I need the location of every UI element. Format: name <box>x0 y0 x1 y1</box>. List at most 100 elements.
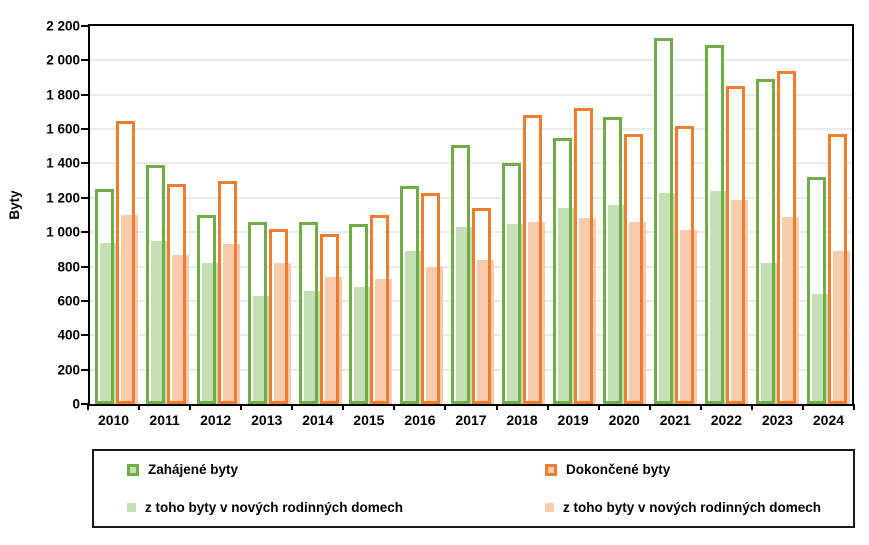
y-tick-label-200: 200 <box>57 362 80 378</box>
y-tick-mark-2200 <box>81 25 88 27</box>
x-tick-label-2020: 2020 <box>608 412 640 428</box>
y-tick-label-2000: 2 000 <box>46 52 80 68</box>
bar-pair-zahajene-byty-2012 <box>196 26 219 404</box>
x-tick-mark <box>801 404 804 410</box>
bar-pair-zahajene-byty-2015 <box>349 26 372 404</box>
y-tick-mark-1000 <box>81 231 88 234</box>
bar-pair-zahajene-byty-2020 <box>603 26 626 404</box>
bar-pair-dokoncene-byty-2015 <box>370 26 393 404</box>
bar-pair-dokoncene-byty-2017 <box>471 26 494 404</box>
x-tick-label-2013: 2013 <box>251 412 283 428</box>
y-tick-label-1400: 1 400 <box>46 155 80 171</box>
bar-pair-dokoncene-byty-2012 <box>217 26 240 404</box>
bar-zahajene-byty-2020 <box>603 117 623 404</box>
year-group-2014 <box>293 26 344 404</box>
bar-dokoncene-byty-2013 <box>268 228 288 404</box>
x-tick-label-2016: 2016 <box>404 412 436 428</box>
y-axis-title: Byty <box>7 190 22 220</box>
x-tick-label-2021: 2021 <box>659 412 691 428</box>
bar-dokoncene-byty-2012 <box>217 180 237 404</box>
bar-pair-zahajene-byty-2016 <box>400 26 423 404</box>
bar-zahajene-byty-2021 <box>654 38 674 404</box>
bar-zahajene-byty-2014 <box>298 221 318 404</box>
y-tick-mark-2000 <box>81 59 88 62</box>
bar-zahajene-byty-2016 <box>400 185 420 404</box>
bar-pair-dokoncene-byty-2021 <box>675 26 698 404</box>
x-tick-label-2012: 2012 <box>200 412 232 428</box>
x-tick-mark <box>291 404 294 410</box>
x-tick-mark <box>342 404 345 410</box>
bar-pair-zahajene-byty-2010 <box>95 26 118 404</box>
year-group-2011 <box>141 26 192 404</box>
x-axis-tick-marks <box>87 404 855 410</box>
bar-pair-zahajene-byty-2018 <box>501 26 524 404</box>
bar-dokoncene-byty-2018 <box>522 115 542 404</box>
bar-pair-dokoncene-byty-2018 <box>522 26 545 404</box>
bar-zahajene-byty-2011 <box>146 165 166 404</box>
bar-dokoncene-byty-2014 <box>319 233 339 404</box>
year-group-2021 <box>649 26 700 404</box>
x-tick-mark <box>546 404 549 410</box>
bar-pair-dokoncene-byty-2011 <box>167 26 190 404</box>
bar-pair-dokoncene-byty-2024 <box>827 26 850 404</box>
x-tick-mark <box>750 404 753 410</box>
year-group-2024 <box>801 26 852 404</box>
y-axis-tick-marks <box>81 25 88 405</box>
legend-label-zahajene-byty: Zahájené byty <box>148 462 239 478</box>
x-tick-mark <box>853 404 855 410</box>
bars-layer <box>90 26 852 404</box>
bar-pair-zahajene-byty-2019 <box>552 26 575 404</box>
bar-zahajene-byty-2012 <box>196 215 216 404</box>
bar-dokoncene-byty-2015 <box>370 215 390 404</box>
gridline-1400 <box>90 162 852 164</box>
legend-marker-zahajene-byty <box>127 463 139 476</box>
y-axis-labels: 0 200 400 600 800 1 000 1 200 1 400 1 600 1 800 2 … <box>26 19 80 412</box>
y-tick-label-1200: 1 200 <box>46 190 80 206</box>
year-group-2012 <box>192 26 243 404</box>
bar-pair-zahajene-byty-2017 <box>450 26 473 404</box>
bar-pair-zahajene-byty-2013 <box>247 26 270 404</box>
bar-dokoncene-byty-2024 <box>827 134 847 404</box>
year-group-2018 <box>496 26 547 404</box>
y-tick-mark-800 <box>81 265 88 268</box>
y-tick-mark-400 <box>81 334 88 337</box>
bar-pair-dokoncene-byty-2022 <box>725 26 748 404</box>
year-group-2010 <box>90 26 141 404</box>
x-tick-mark <box>138 404 141 410</box>
bar-pair-dokoncene-byty-2014 <box>319 26 342 404</box>
legend-marker-zahajene-byty-rd <box>127 502 136 512</box>
x-tick-mark <box>444 404 447 410</box>
bar-dokoncene-byty-2017 <box>471 208 491 404</box>
y-tick-mark-200 <box>81 368 88 371</box>
x-tick-label-2023: 2023 <box>761 412 793 428</box>
x-tick-label-2024: 2024 <box>812 412 845 428</box>
bar-dokoncene-byty-2011 <box>167 184 187 404</box>
x-tick-label-2011: 2011 <box>149 412 180 428</box>
bar-pair-zahajene-byty-2024 <box>806 26 829 404</box>
x-tick-mark <box>240 404 243 410</box>
x-axis-labels: 2010 2011 2012 2013 2014 2015 2016 2017 2018 2019… <box>88 412 854 430</box>
x-tick-mark <box>495 404 498 410</box>
legend-item-dokoncene-byty-rd: z toho byty v nových rodinných domech <box>545 500 853 515</box>
x-tick-mark <box>189 404 192 410</box>
x-tick-mark <box>597 404 600 410</box>
y-tick-mark-1800 <box>81 93 88 96</box>
year-group-2019 <box>547 26 598 404</box>
y-tick-mark-600 <box>81 299 88 302</box>
year-group-2020 <box>598 26 649 404</box>
year-group-2022 <box>700 26 751 404</box>
bar-pair-zahajene-byty-2023 <box>755 26 778 404</box>
y-tick-mark-0 <box>81 403 88 405</box>
bar-dokoncene-byty-2020 <box>624 134 644 404</box>
x-tick-mark <box>393 404 396 410</box>
legend-item-zahajene-byty-rd: z toho byty v nových rodinných domech <box>127 500 545 515</box>
bar-dokoncene-byty-2016 <box>421 192 441 404</box>
bar-pair-dokoncene-byty-2010 <box>116 26 139 404</box>
bar-zahajene-byty-2013 <box>247 221 267 404</box>
y-tick-label-0: 0 <box>72 396 80 412</box>
y-tick-label-800: 800 <box>57 259 80 275</box>
legend-label-dokoncene-byty: Dokončené byty <box>566 462 671 478</box>
gridline-2000 <box>90 59 852 61</box>
legend-label-zahajene-byty-rd: z toho byty v nových rodinných domech <box>145 499 404 515</box>
legend: Zahájené byty Dokončené byty z toho byty v… <box>92 449 855 528</box>
